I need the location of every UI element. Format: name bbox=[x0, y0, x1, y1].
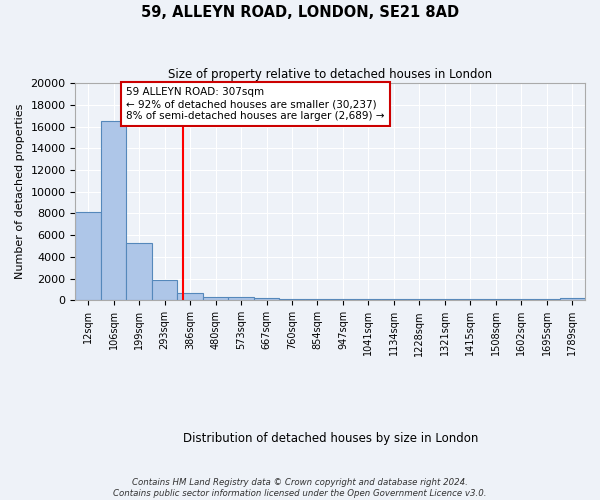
Bar bbox=[279, 299, 305, 300]
Bar bbox=[152, 280, 178, 300]
Bar bbox=[560, 298, 585, 300]
Bar bbox=[76, 212, 101, 300]
Bar bbox=[127, 243, 152, 300]
Bar bbox=[101, 121, 127, 300]
Text: 59 ALLEYN ROAD: 307sqm
← 92% of detached houses are smaller (30,237)
8% of semi-: 59 ALLEYN ROAD: 307sqm ← 92% of detached… bbox=[127, 88, 385, 120]
Text: 59, ALLEYN ROAD, LONDON, SE21 8AD: 59, ALLEYN ROAD, LONDON, SE21 8AD bbox=[141, 5, 459, 20]
Y-axis label: Number of detached properties: Number of detached properties bbox=[15, 104, 25, 280]
Bar bbox=[178, 293, 203, 300]
Bar bbox=[203, 296, 228, 300]
Bar bbox=[254, 298, 279, 300]
Bar bbox=[228, 297, 254, 300]
X-axis label: Distribution of detached houses by size in London: Distribution of detached houses by size … bbox=[182, 432, 478, 445]
Text: Contains HM Land Registry data © Crown copyright and database right 2024.
Contai: Contains HM Land Registry data © Crown c… bbox=[113, 478, 487, 498]
Bar bbox=[305, 299, 330, 300]
Title: Size of property relative to detached houses in London: Size of property relative to detached ho… bbox=[168, 68, 492, 80]
